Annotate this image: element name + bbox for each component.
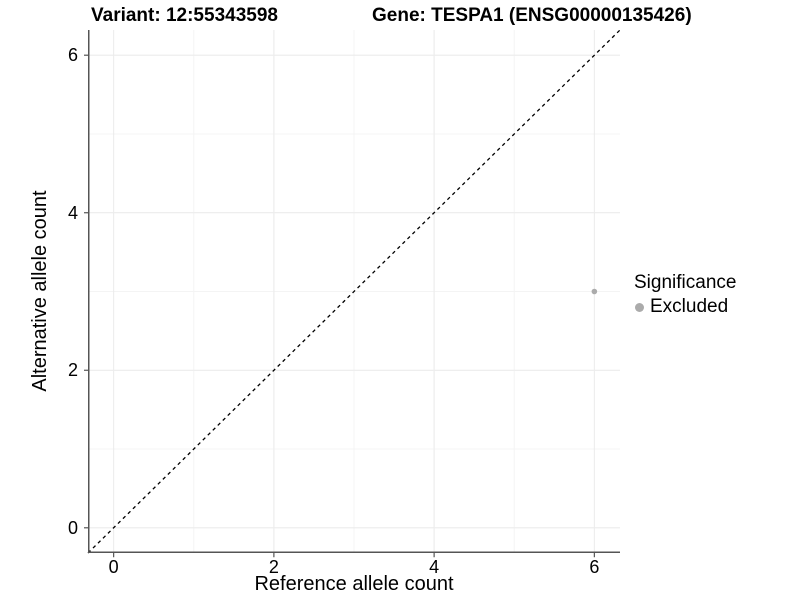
y-axis-title: Alternative allele count (29, 190, 51, 392)
legend-item-excluded: Excluded (634, 296, 736, 318)
plot-panel (84, 30, 620, 558)
axis-lines (88, 30, 620, 553)
y-tick-label: 2 (67, 360, 78, 381)
y-tick-label: 4 (67, 202, 78, 223)
x-tick-label: 6 (589, 557, 600, 577)
identity-reference-line (87, 30, 620, 554)
legend: Significance Excluded (634, 271, 736, 318)
x-axis-title: Reference allele count (254, 573, 454, 595)
x-tick-label: 4 (429, 557, 440, 577)
y-tick-label: 0 (67, 517, 78, 538)
y-tick-label: 6 (67, 45, 78, 66)
plot-title-variant: Variant: 12:55343598 (91, 5, 278, 26)
legend-item-label: Excluded (650, 296, 729, 317)
data-point (591, 288, 598, 295)
x-tick-label: 2 (268, 557, 279, 577)
x-tick-label: 0 (108, 557, 119, 577)
legend-title: Significance (634, 272, 737, 293)
plot-title-gene: Gene: TESPA1 (ENSG00000135426) (372, 5, 692, 26)
legend-key-dot-icon (635, 302, 644, 312)
